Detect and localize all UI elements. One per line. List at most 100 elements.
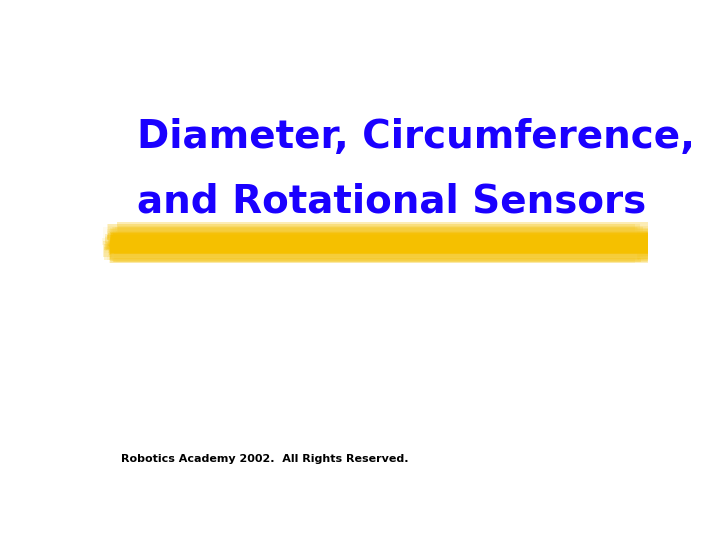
Bar	[109, 249, 652, 261]
Bar	[112, 238, 654, 254]
Bar	[115, 251, 662, 262]
Bar	[109, 226, 643, 238]
Bar	[111, 233, 654, 247]
Bar	[112, 231, 640, 242]
Bar	[112, 248, 639, 256]
Bar	[115, 227, 643, 242]
Bar	[114, 255, 647, 259]
Bar	[114, 245, 657, 254]
Bar	[104, 248, 648, 253]
Bar	[118, 228, 664, 239]
Text: Diameter, Circumference,: Diameter, Circumference,	[138, 118, 696, 156]
Bar	[111, 245, 654, 256]
Bar	[107, 224, 636, 239]
Bar	[111, 240, 652, 250]
Bar	[108, 252, 646, 255]
Bar	[120, 248, 657, 256]
Bar	[113, 258, 641, 262]
Bar	[110, 246, 635, 261]
Bar	[110, 238, 656, 247]
Bar	[117, 240, 658, 253]
Bar	[112, 239, 650, 254]
Bar	[120, 249, 661, 253]
Bar	[113, 236, 657, 251]
Bar	[111, 239, 651, 248]
Bar	[109, 228, 651, 238]
Bar	[106, 242, 641, 249]
Bar	[114, 241, 666, 247]
Bar	[111, 237, 655, 249]
Bar	[113, 233, 657, 242]
Bar	[108, 233, 640, 246]
Bar	[117, 241, 644, 251]
Bar	[105, 233, 634, 249]
Bar	[109, 237, 640, 246]
Bar	[111, 245, 640, 257]
Bar	[112, 234, 652, 248]
Bar	[114, 248, 662, 256]
Bar	[112, 227, 636, 241]
Bar	[104, 244, 636, 250]
Bar	[116, 232, 652, 248]
Bar	[113, 242, 655, 252]
Bar	[107, 235, 642, 240]
Bar	[109, 247, 651, 253]
Bar	[112, 235, 652, 243]
Bar	[109, 240, 652, 254]
Bar	[105, 237, 643, 242]
Bar	[112, 245, 650, 255]
Bar	[117, 240, 652, 256]
Bar	[114, 234, 642, 249]
Bar	[112, 240, 659, 253]
Bar	[112, 227, 639, 238]
Bar	[109, 244, 659, 260]
Bar	[109, 229, 636, 243]
Bar	[111, 234, 649, 249]
Bar	[112, 239, 657, 252]
Bar	[112, 241, 662, 248]
Bar	[110, 232, 653, 246]
Bar	[115, 234, 649, 240]
Text: and Rotational Sensors: and Rotational Sensors	[138, 183, 647, 220]
Bar	[113, 233, 652, 247]
Bar	[113, 242, 664, 254]
Bar	[109, 230, 653, 240]
Bar	[111, 241, 652, 251]
Bar	[111, 244, 649, 251]
Bar	[112, 238, 652, 252]
Bar	[109, 244, 635, 262]
Bar	[103, 227, 647, 241]
Bar	[111, 233, 661, 247]
Bar	[112, 245, 655, 258]
Bar	[114, 255, 641, 259]
Bar	[114, 237, 659, 249]
Bar	[111, 241, 657, 253]
Bar	[112, 254, 659, 261]
Bar	[112, 235, 655, 247]
Bar	[110, 241, 654, 254]
Bar	[111, 238, 651, 252]
Bar	[107, 224, 639, 242]
Bar	[113, 238, 652, 252]
Bar	[102, 238, 650, 245]
Bar	[120, 247, 652, 252]
Bar	[112, 241, 659, 252]
Bar	[112, 238, 657, 247]
Bar	[117, 240, 660, 247]
Bar	[117, 234, 654, 241]
Bar	[109, 243, 645, 252]
Bar	[107, 235, 647, 240]
Bar	[104, 247, 638, 260]
Bar	[109, 249, 662, 259]
Bar	[107, 230, 636, 239]
Bar	[114, 233, 652, 240]
Bar	[118, 238, 665, 247]
Bar	[114, 237, 655, 251]
Bar	[109, 235, 655, 249]
Bar	[111, 233, 648, 247]
Bar	[107, 231, 658, 247]
Bar	[111, 230, 660, 240]
Bar	[108, 238, 652, 242]
Bar	[110, 242, 655, 253]
Bar	[112, 233, 657, 245]
